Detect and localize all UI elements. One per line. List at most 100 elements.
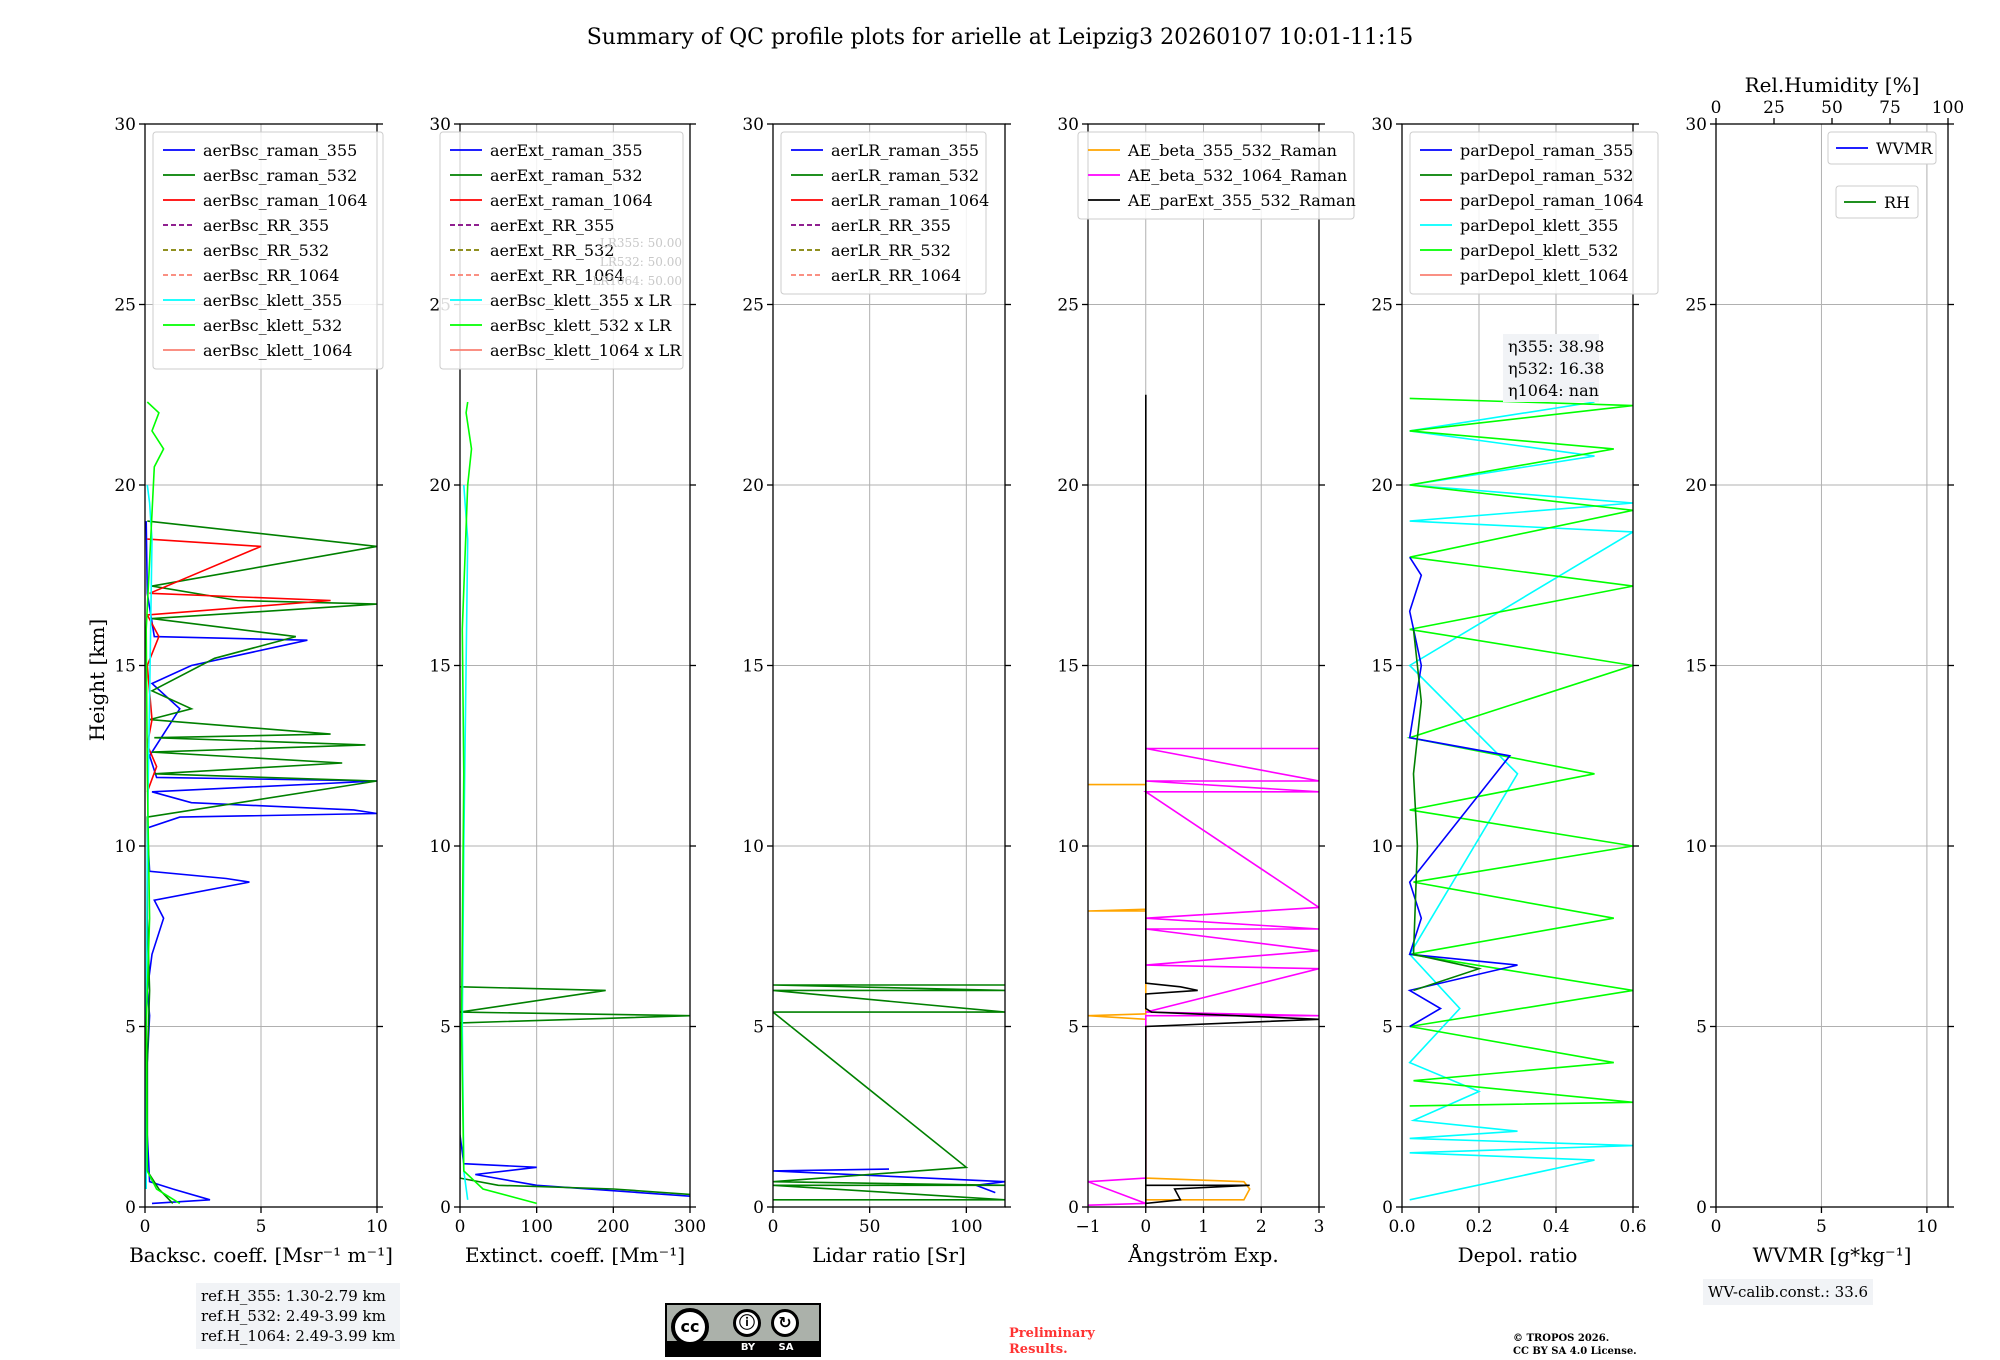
legend-box bbox=[1835, 185, 1919, 219]
series-parDepol_raman_355 bbox=[1407, 556, 1518, 1028]
y-tick-label: 15 bbox=[742, 657, 764, 677]
x-tick-label: 5 bbox=[256, 1217, 267, 1237]
legend-label: aerExt_RR_355 bbox=[490, 216, 614, 235]
legend-label: parDepol_raman_1064 bbox=[1460, 191, 1644, 210]
y-tick-label: 5 bbox=[1382, 1018, 1393, 1038]
x-tick-label: 10 bbox=[1916, 1217, 1938, 1237]
ref-height-1064: ref.H_1064: 2.49-3.99 km bbox=[201, 1327, 396, 1345]
y-tick-label: 0 bbox=[1696, 1198, 1707, 1218]
series-aerLR_raman_532 bbox=[773, 984, 1005, 1201]
y-tick-label: 0 bbox=[753, 1198, 764, 1218]
x-tick-label: 0 bbox=[1711, 1217, 1722, 1237]
legend-label: aerBsc_klett_1064 x LR bbox=[490, 341, 682, 360]
legend-box bbox=[1077, 131, 1355, 220]
y-tick-label: 15 bbox=[114, 657, 136, 677]
series-group bbox=[773, 984, 1005, 1201]
top-x-tick-label: 0 bbox=[1711, 98, 1722, 118]
y-tick-label: 20 bbox=[429, 476, 451, 496]
y-axis-label: Height [km] bbox=[85, 619, 109, 741]
reference-height-box: ref.H_355: 1.30-2.79 km ref.H_532: 2.49-… bbox=[196, 1283, 401, 1349]
y-tick-label: 20 bbox=[114, 476, 136, 496]
lidar-ratio-label: LR355: 50.00 bbox=[600, 236, 682, 250]
by-person-icon: ⓘ bbox=[733, 1309, 761, 1337]
legend-label: AE_parExt_355_532_Raman bbox=[1127, 191, 1356, 210]
x-tick-label: 100 bbox=[520, 1217, 552, 1237]
wv-calib-box: WV-calib.const.: 33.6 bbox=[1703, 1279, 1874, 1305]
legend-label: parDepol_klett_532 bbox=[1460, 241, 1618, 260]
legend-label: aerBsc_klett_355 bbox=[203, 291, 342, 310]
legend-label: AE_beta_532_1064_Raman bbox=[1127, 166, 1347, 185]
legend-label: aerExt_raman_532 bbox=[490, 166, 643, 185]
series-parDepol_raman_532 bbox=[1412, 629, 1483, 992]
y-tick-label: 5 bbox=[125, 1018, 136, 1038]
top-x-tick-label: 100 bbox=[1932, 98, 1964, 118]
x-tick-label: 100 bbox=[950, 1217, 982, 1237]
x-tick-label: 0.0 bbox=[1388, 1217, 1415, 1237]
y-tick-label: 10 bbox=[114, 837, 136, 857]
cc-by-label: BY bbox=[740, 1342, 756, 1353]
ref-height-355: ref.H_355: 1.30-2.79 km bbox=[201, 1287, 386, 1305]
x-tick-label: 0 bbox=[1140, 1217, 1151, 1237]
y-tick-label: 25 bbox=[1371, 296, 1393, 316]
eta-label: η355: 38.98 bbox=[1508, 337, 1604, 356]
legend-label: aerLR_RR_355 bbox=[831, 216, 951, 235]
y-tick-label: 20 bbox=[1371, 476, 1393, 496]
eta-label: η1064: nan bbox=[1508, 381, 1599, 400]
legend-box bbox=[152, 131, 384, 370]
x-tick-label: 0 bbox=[140, 1217, 151, 1237]
legend-label: aerBsc_raman_1064 bbox=[203, 191, 368, 210]
x-tick-label: 0 bbox=[455, 1217, 466, 1237]
x-axis-label: Depol. ratio bbox=[1458, 1243, 1578, 1267]
y-tick-label: 5 bbox=[753, 1018, 764, 1038]
series-group bbox=[145, 401, 377, 1205]
series-aerBsc_raman_355 bbox=[145, 521, 377, 1205]
y-tick-label: 10 bbox=[1685, 837, 1707, 857]
y-tick-label: 30 bbox=[742, 115, 764, 135]
legend-label: aerExt_RR_1064 bbox=[490, 266, 625, 285]
x-tick-label: 2 bbox=[1256, 1217, 1267, 1237]
y-tick-label: 10 bbox=[429, 837, 451, 857]
x-axis-label: Backsc. coeff. [Msr⁻¹ m⁻¹] bbox=[129, 1243, 393, 1267]
series-aerLR_raman_355 bbox=[773, 1168, 1005, 1194]
y-tick-label: 10 bbox=[1371, 837, 1393, 857]
eta-label: η532: 16.38 bbox=[1508, 359, 1604, 378]
legend-label: RH bbox=[1884, 193, 1910, 212]
y-tick-label: 0 bbox=[440, 1198, 451, 1218]
legend-label: aerLR_raman_355 bbox=[831, 141, 979, 160]
legend-box bbox=[780, 131, 987, 295]
x-tick-label: 200 bbox=[597, 1217, 629, 1237]
x-tick-label: −1 bbox=[1075, 1217, 1100, 1237]
copyright-line-1: © TROPOS 2026. bbox=[1513, 1333, 1610, 1344]
top-x-tick-label: 75 bbox=[1879, 98, 1901, 118]
y-tick-label: 25 bbox=[742, 296, 764, 316]
top-x-tick-label: 50 bbox=[1821, 98, 1843, 118]
x-tick-label: 0 bbox=[768, 1217, 779, 1237]
x-tick-label: 0.6 bbox=[1619, 1217, 1646, 1237]
cc-sa-label: SA bbox=[778, 1342, 794, 1353]
x-tick-label: 3 bbox=[1314, 1217, 1325, 1237]
x-axis-label: Extinct. coeff. [Mm⁻¹] bbox=[465, 1243, 685, 1267]
copyright-note: © TROPOS 2026. CC BY SA 4.0 License. bbox=[1513, 1332, 1637, 1358]
preliminary-line-1: Preliminary bbox=[1009, 1326, 1095, 1341]
legend-label: parDepol_raman_532 bbox=[1460, 166, 1633, 185]
legend-label: parDepol_klett_1064 bbox=[1460, 266, 1629, 285]
y-tick-label: 5 bbox=[440, 1018, 451, 1038]
legend-label: aerExt_raman_1064 bbox=[490, 191, 653, 210]
y-tick-label: 30 bbox=[1371, 115, 1393, 135]
legend-label: aerLR_RR_532 bbox=[831, 241, 951, 260]
legend-box bbox=[439, 131, 684, 370]
legend-label: aerLR_RR_1064 bbox=[831, 266, 961, 285]
series-group bbox=[1088, 394, 1319, 1207]
x-tick-label: 0.4 bbox=[1542, 1217, 1569, 1237]
y-tick-label: 0 bbox=[1382, 1198, 1393, 1218]
legend-label: aerExt_RR_532 bbox=[490, 241, 614, 260]
y-tick-label: 30 bbox=[429, 115, 451, 135]
legend-label: aerBsc_RR_532 bbox=[203, 241, 329, 260]
sa-share-icon: ↻ bbox=[771, 1309, 799, 1337]
top-x-tick-label: 25 bbox=[1763, 98, 1785, 118]
series-aerBsc_klett_532 bbox=[145, 401, 181, 1205]
y-tick-label: 25 bbox=[114, 296, 136, 316]
